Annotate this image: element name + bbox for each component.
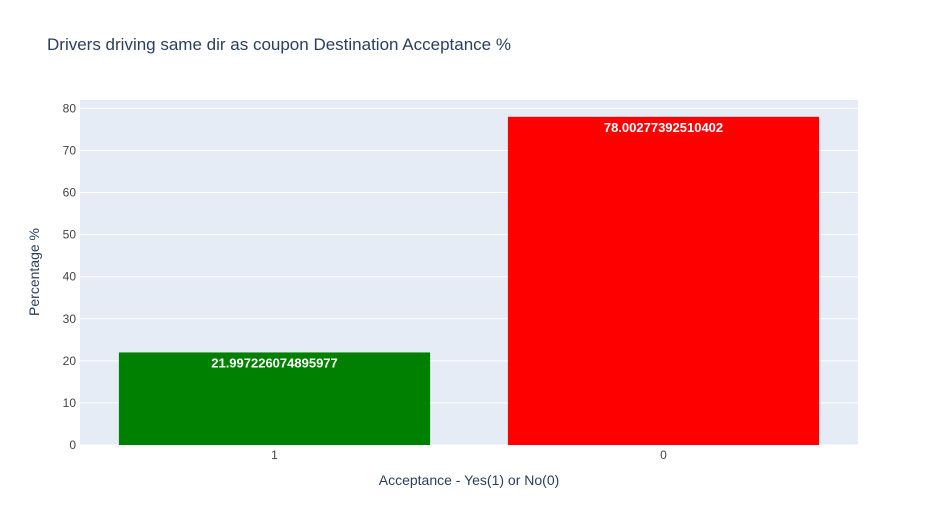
y-tick-label: 70 [63, 143, 77, 157]
y-tick-label: 10 [63, 396, 77, 410]
bars [118, 116, 820, 445]
bar[interactable] [507, 116, 820, 445]
bar[interactable] [118, 352, 431, 445]
x-axis-title: Acceptance - Yes(1) or No(0) [379, 472, 560, 488]
x-tick-label: 1 [271, 448, 278, 462]
y-tick-label: 40 [63, 270, 77, 284]
y-tick-label: 30 [63, 312, 77, 326]
y-axis-title: Percentage % [26, 228, 42, 316]
y-tick-label: 50 [63, 228, 77, 242]
y-axis-ticks: 0 10 20 30 40 50 60 70 80 [63, 101, 77, 452]
y-tick-label: 60 [63, 186, 77, 200]
bar-value-labels: 21.997226074895977 78.00277392510402 [211, 120, 723, 371]
y-tick-label: 80 [63, 101, 77, 115]
x-tick-label: 0 [660, 448, 667, 462]
bar-value-label: 21.997226074895977 [211, 355, 338, 370]
y-tick-label: 0 [69, 438, 76, 452]
y-tick-label: 20 [63, 354, 77, 368]
bar-value-label: 78.00277392510402 [604, 120, 723, 135]
chart-title: Drivers driving same dir as coupon Desti… [47, 35, 511, 54]
